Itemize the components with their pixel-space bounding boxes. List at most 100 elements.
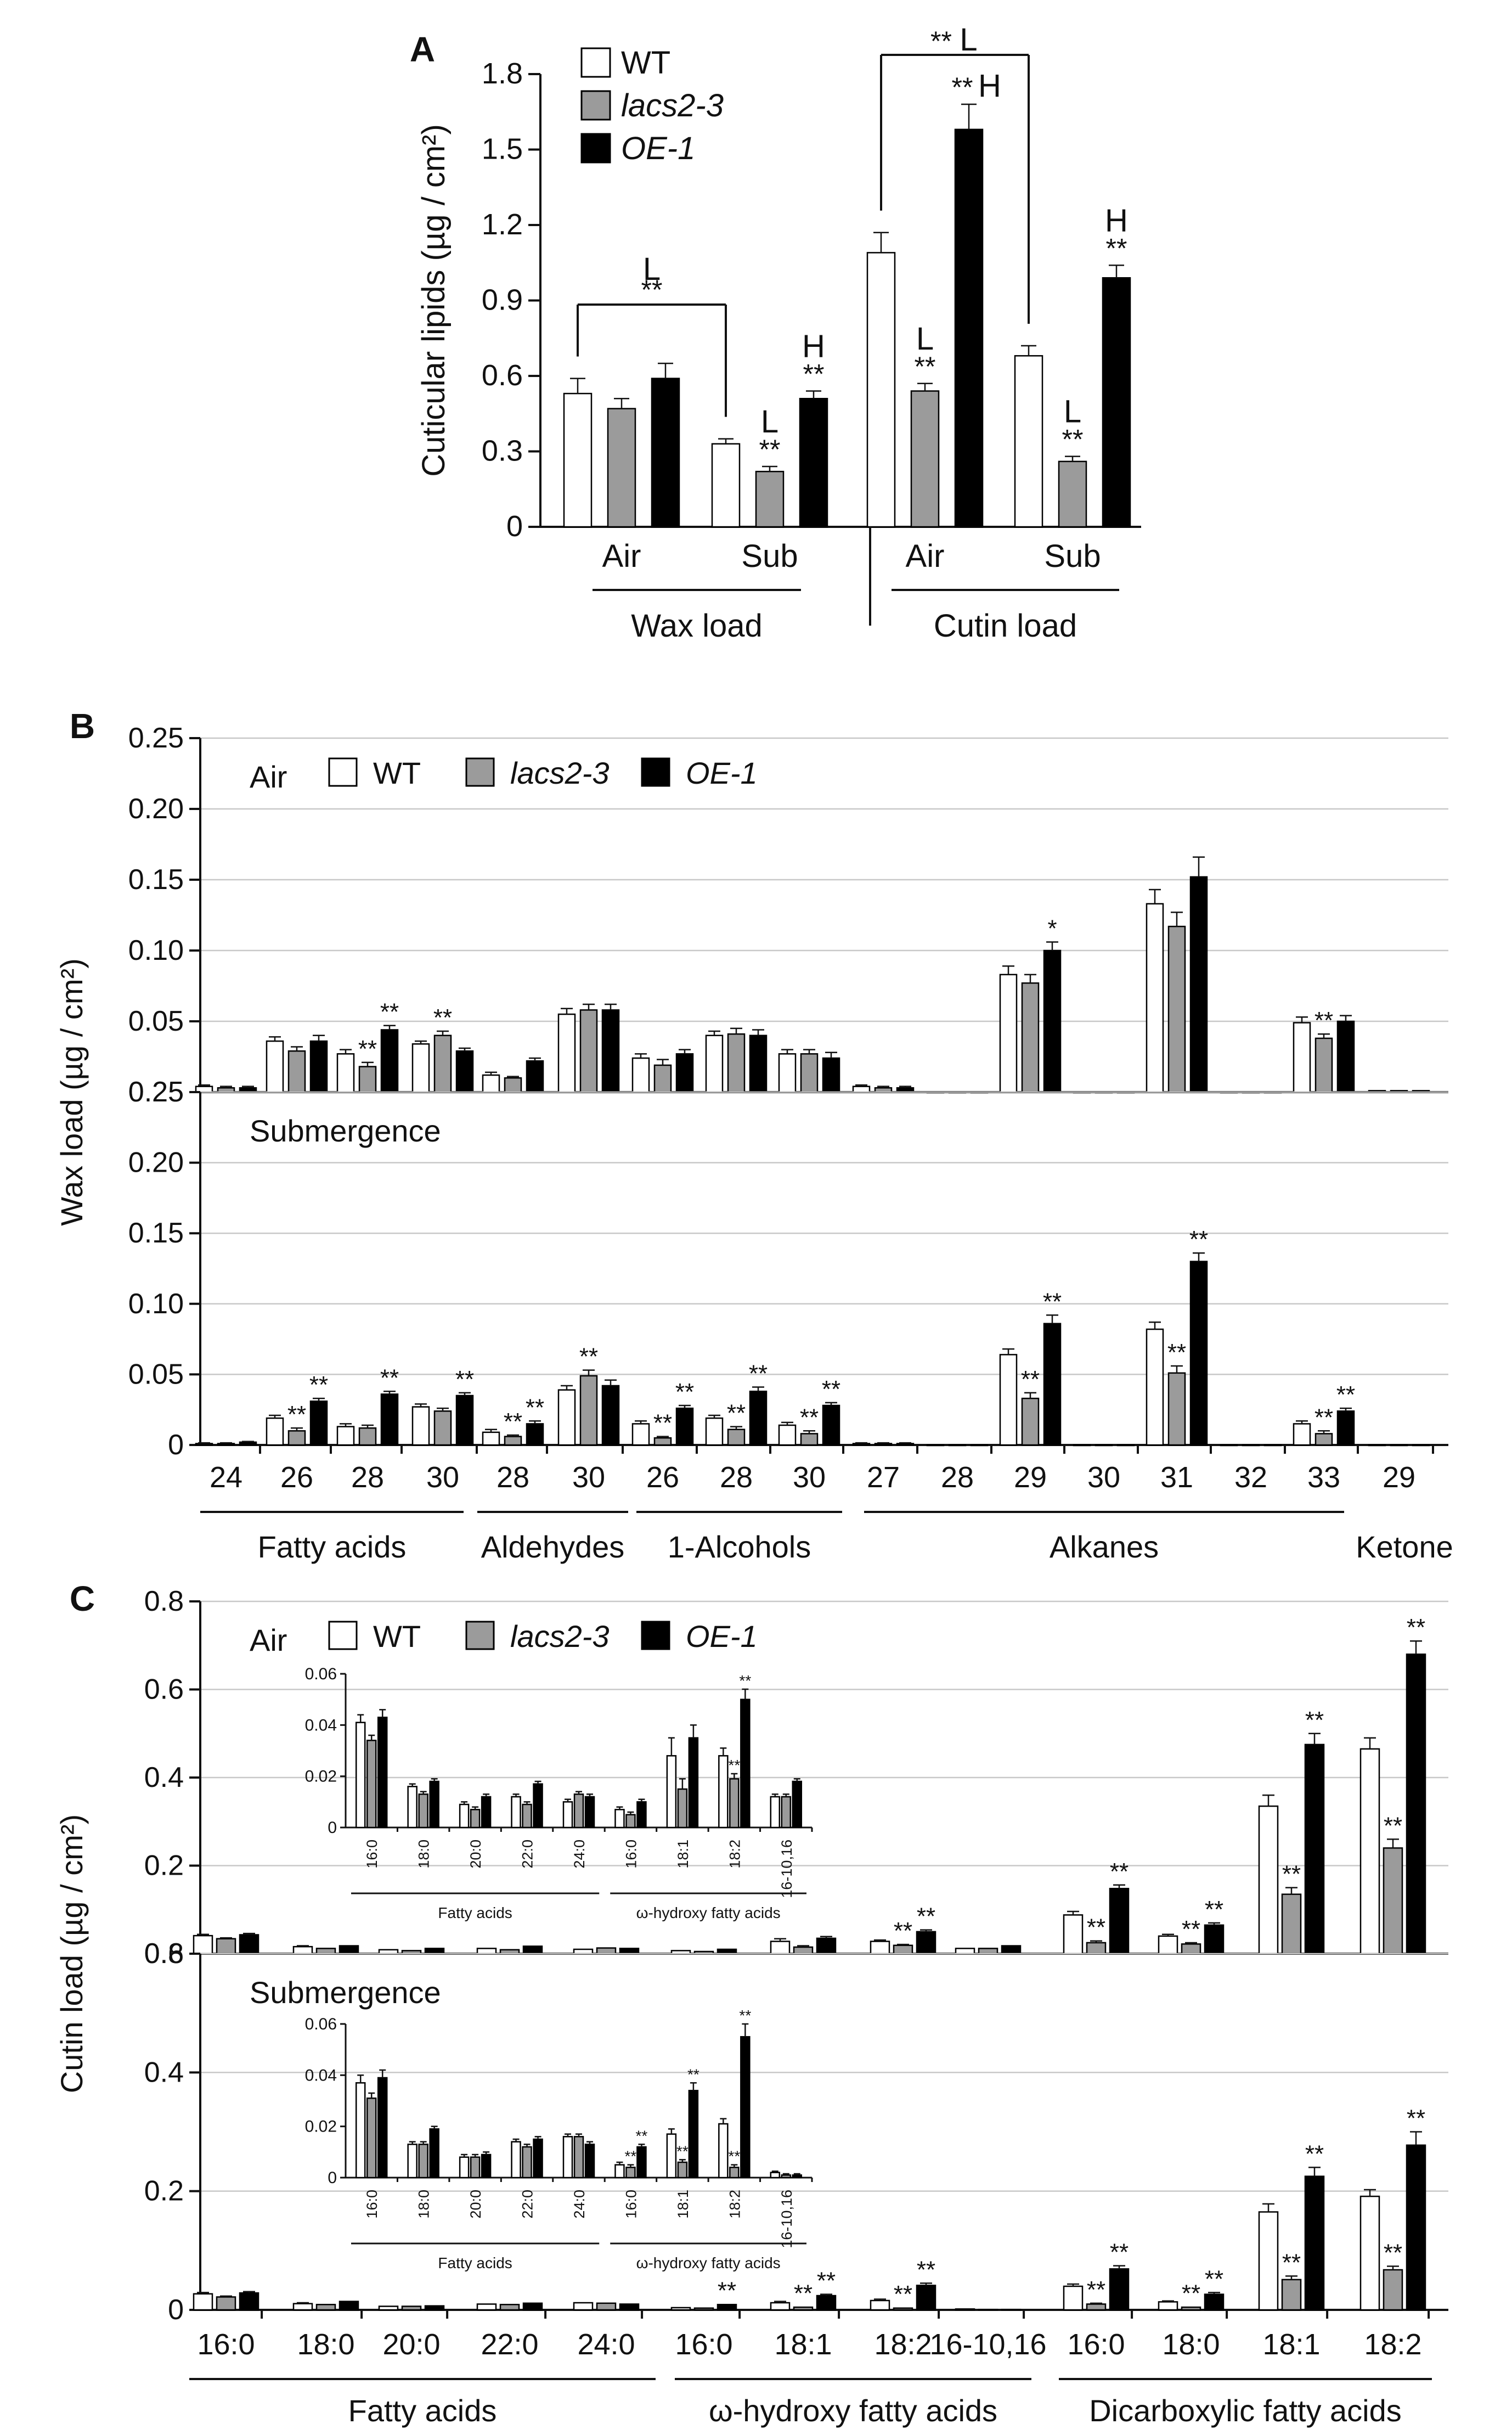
panel-C-sub-inset-bar (718, 2123, 729, 2179)
panel-B-air-bar (1043, 949, 1062, 1093)
panel-C-air-ytick-label: 0.8 (144, 1585, 184, 1617)
panel-B-sub-bar (948, 1444, 967, 1447)
panel-C-air-bar (1304, 1744, 1325, 1955)
panel-B-sub-bar (1116, 1444, 1135, 1447)
panel-B-air-bar (411, 1043, 430, 1093)
panel-A-legend-swatch (580, 47, 611, 78)
panel-B-air-star: * (1047, 915, 1057, 942)
panel-C-air-bar (978, 1948, 998, 1955)
panel-A-bar (1102, 277, 1131, 528)
panel-A-category-label: Sub (1044, 538, 1101, 574)
panel-C-air-inset-bar (636, 1801, 647, 1829)
panel-C-air-star: ** (1205, 1896, 1223, 1923)
panel-B-air-bar (504, 1077, 522, 1093)
panel-C-sub-bar (522, 2302, 543, 2311)
panel-B-air-bar (631, 1057, 650, 1093)
panel-C-air-bar (816, 1937, 837, 1955)
panel-B-sub-star: ** (727, 1400, 746, 1427)
panel-B-air-ytick-label: 0.20 (128, 793, 184, 825)
panel-B-category-label: 30 (793, 1461, 826, 1494)
panel-C-sub-inset-bar (740, 2036, 751, 2179)
panel-B-sub-bar (1021, 1397, 1040, 1446)
panel-B-air-ytick-label: 0.25 (128, 722, 184, 754)
panel-B-legend-label-1: lacs2-3 (510, 756, 610, 790)
panel-C-sub-bar (893, 2307, 913, 2311)
panel-C-sub-bar (596, 2302, 617, 2311)
panel-B-air-bar (266, 1040, 284, 1093)
panel-B-sub-bar (433, 1410, 452, 1446)
panel-C-air-inset-bar (407, 1786, 418, 1829)
panel-B-sub-star: ** (653, 1410, 672, 1437)
panel-C-legend-swatch-2 (641, 1621, 670, 1650)
panel-C-sub-inset-star: ** (636, 2127, 648, 2144)
panel-C-air-inset-star: ** (739, 1672, 751, 1689)
panel-C-category-label: 18:2 (874, 2328, 932, 2361)
panel-A-letter: L (761, 404, 778, 440)
panel-B-sub-bar (896, 1443, 915, 1446)
panel-C-sub-bar (978, 2308, 998, 2311)
panel-C-sub-inset-bar (418, 2144, 428, 2179)
panel-B-sub-bar (1336, 1410, 1355, 1446)
panel-B-sub-bar (1189, 1261, 1208, 1446)
panel-C-sub-star: ** (1182, 2280, 1200, 2307)
panel-C-air-ytick-label: 0.8 (144, 1938, 184, 1970)
panel-B-sub-star: ** (1336, 1381, 1355, 1408)
panel-B-air-bar (455, 1050, 474, 1093)
panel-C-sub-inset-star: ** (676, 2142, 689, 2160)
panel-B-air-bar (482, 1074, 500, 1093)
panel-A-star: ** (1062, 424, 1084, 455)
panel-C-category-label: 18:1 (1262, 2328, 1320, 2361)
panel-C-sub-inset-category-label: 20:0 (467, 2190, 484, 2219)
panel-C-sub-inset-bar (770, 2172, 781, 2179)
panel-A-ytick-label: 0.9 (482, 284, 523, 317)
panel-B-sub-bar (411, 1406, 430, 1446)
panel-B-sub-bar (287, 1430, 306, 1446)
panel-A-category-label: Sub (741, 538, 798, 574)
panel-C-air-bar (1359, 1748, 1380, 1955)
panel-C-air-bar (315, 1948, 336, 1955)
panel-C-air-bar (1258, 1805, 1279, 1955)
panel-B-air-bar (705, 1034, 724, 1093)
panel-C-air-inset-category-label: 18:0 (416, 1840, 432, 1869)
panel-B-sub-star: ** (749, 1360, 768, 1387)
panel-C-air-star: ** (894, 1917, 912, 1944)
panel-C-sub-inset-bar (614, 2164, 625, 2179)
panel-B-sub-star: ** (1043, 1288, 1062, 1315)
panel-C-air-bar (239, 1934, 259, 1955)
panel-B-sub-star: ** (1167, 1339, 1186, 1366)
panel-C-air-bar (770, 1941, 791, 1955)
panel-C-sub-bar (292, 2303, 313, 2311)
panel-B-sub-bar (1043, 1323, 1062, 1446)
panel-B-sub-bar (800, 1433, 819, 1446)
panel-C-legend-label-2: OE-1 (686, 1619, 758, 1654)
panel-B-sub-star: ** (1189, 1226, 1208, 1253)
panel-C-air-inset-bar (533, 1783, 543, 1829)
panel-B-sub-bar (749, 1391, 768, 1446)
panel-C-sub-star: ** (718, 2277, 736, 2304)
panel-B-category-label: 33 (1307, 1461, 1340, 1494)
panel-C-air-star: ** (917, 1903, 935, 1930)
panel-C-sub-bar (716, 2304, 737, 2311)
panel-B-air-bar (526, 1060, 544, 1093)
panel-C-sub-bar (1181, 2306, 1201, 2311)
panel-C-sub-star: ** (1205, 2265, 1223, 2292)
panel-C-air-inset-bar (418, 1793, 428, 1829)
panel-B-sub-title: Submergence (250, 1114, 441, 1148)
panel-C-air-bar (870, 1941, 890, 1955)
panel-C-air-inset-category-label: 20:0 (467, 1840, 484, 1869)
panel-B-air-star: ** (358, 1036, 377, 1062)
panel-B-category-label: 29 (1014, 1461, 1047, 1494)
panel-B-air-bar (749, 1034, 768, 1093)
panel-B-category-label: 28 (941, 1461, 974, 1494)
panel-C-sub-bar (619, 2303, 640, 2311)
panel-C-sub-inset-category-label: 16:0 (364, 2190, 380, 2219)
panel-B-air-star: ** (1314, 1007, 1333, 1034)
panel-B-sub-bar (822, 1404, 840, 1446)
panel-B-sub-bar (1073, 1444, 1091, 1447)
panel-C-category-label: 16-10,16 (929, 2328, 1046, 2361)
panel-A-bracket-letter: L (643, 251, 661, 287)
panel-C-sub-bar (870, 2299, 890, 2311)
panel-C-sub-bar (1204, 2293, 1225, 2311)
panel-C-sub-inset-bar (729, 2167, 740, 2179)
panel-B-category-label: 32 (1234, 1461, 1267, 1494)
